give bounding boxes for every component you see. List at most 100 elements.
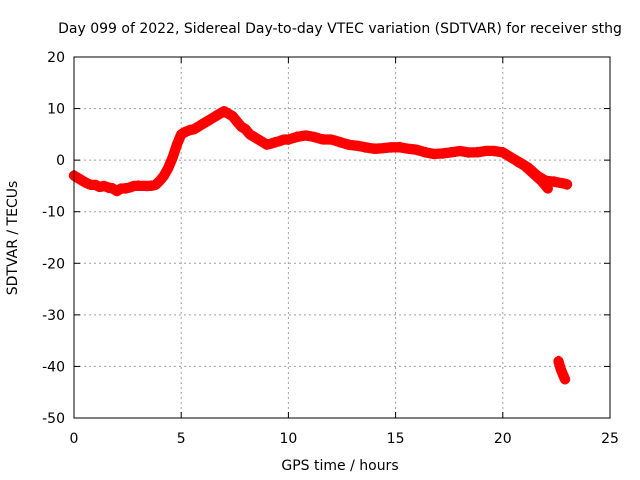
data-point — [225, 108, 231, 114]
y-tick-label: -40 — [42, 359, 65, 375]
data-point — [320, 134, 326, 139]
data-point — [208, 119, 214, 125]
data-point — [260, 142, 266, 148]
data-point — [500, 146, 506, 152]
data-point — [337, 142, 343, 148]
data-point — [440, 153, 446, 159]
data-series — [68, 106, 573, 385]
data-point — [363, 147, 369, 153]
data-point — [483, 148, 489, 154]
x-tick-label: 25 — [601, 431, 619, 447]
data-point — [311, 137, 317, 143]
data-point — [294, 131, 300, 137]
chart-title: Day 099 of 2022, Sidereal Day-to-day VTE… — [58, 21, 622, 37]
data-point — [191, 126, 197, 132]
x-tick-label: 15 — [387, 431, 405, 447]
data-point — [558, 366, 564, 372]
data-point — [423, 146, 429, 152]
data-point — [221, 111, 227, 117]
data-point — [123, 183, 128, 188]
data-point — [414, 150, 420, 156]
data-point — [560, 180, 566, 186]
data-point — [114, 188, 120, 194]
data-point — [144, 186, 150, 192]
data-point — [277, 135, 283, 141]
data-point — [161, 170, 167, 176]
data-point — [88, 182, 94, 188]
data-point — [84, 177, 90, 183]
data-point — [75, 175, 81, 181]
data-point — [174, 139, 180, 145]
data-point — [187, 124, 193, 130]
y-tick-label: 0 — [56, 153, 65, 169]
data-point — [281, 137, 287, 142]
data-point — [204, 119, 210, 124]
data-point — [303, 132, 309, 138]
x-axis-label: GPS time / hours — [281, 458, 398, 474]
y-tick-label: 10 — [47, 102, 65, 118]
data-point — [255, 137, 261, 142]
data-point — [431, 151, 437, 157]
data-point — [135, 180, 141, 186]
data-point — [243, 126, 248, 132]
x-tick-label: 20 — [494, 431, 512, 447]
data-point — [80, 181, 86, 187]
data-point — [466, 152, 471, 158]
data-point — [273, 142, 278, 148]
data-point — [101, 183, 107, 189]
data-point — [105, 188, 111, 193]
data-point — [564, 184, 570, 190]
y-axis-label: SDTVAR / TECUs — [5, 181, 21, 296]
data-point — [345, 139, 351, 145]
x-tick-label: 0 — [70, 431, 79, 447]
plot-frame — [73, 56, 611, 419]
data-point — [508, 155, 514, 161]
data-point — [170, 158, 176, 164]
data-point — [521, 162, 527, 168]
axis-ticks: 0 5 10 15 20 25 -50 -40 -30 -20 -10 0 10 20 — [42, 50, 619, 447]
data-point — [406, 146, 411, 152]
y-tick-label: -50 — [42, 411, 65, 427]
data-point — [371, 143, 377, 149]
data-segment-1 — [68, 106, 573, 197]
data-point — [474, 146, 480, 152]
data-point — [397, 141, 403, 147]
x-tick-label: 5 — [177, 431, 186, 447]
data-point — [153, 182, 158, 188]
data-point — [118, 189, 124, 194]
y-tick-label: -20 — [42, 256, 65, 272]
data-point — [92, 185, 98, 191]
data-point — [127, 185, 133, 190]
data-point — [285, 140, 291, 145]
data-point — [97, 181, 103, 187]
data-point — [354, 143, 360, 149]
data-point — [538, 175, 544, 181]
data-point — [213, 110, 218, 116]
x-tick-label: 10 — [279, 431, 297, 447]
data-point — [165, 165, 171, 171]
data-point — [195, 127, 201, 133]
data-point — [328, 137, 334, 142]
data-point — [530, 173, 536, 179]
data-point — [380, 145, 386, 151]
y-tick-label: -10 — [42, 205, 65, 221]
data-point — [131, 186, 137, 192]
data-point — [551, 176, 557, 182]
data-point — [251, 131, 257, 137]
data-point — [140, 183, 146, 189]
data-point — [217, 111, 223, 117]
data-point — [556, 355, 561, 361]
data-point — [457, 148, 463, 154]
data-point — [388, 147, 394, 153]
data-point — [515, 156, 521, 162]
data-point — [268, 141, 274, 147]
data-point — [230, 113, 236, 119]
data-point — [491, 151, 497, 157]
y-tick-label: 20 — [47, 50, 65, 66]
data-point — [562, 373, 568, 379]
data-point — [110, 183, 116, 188]
data-point — [200, 118, 206, 124]
data-point — [148, 180, 154, 186]
